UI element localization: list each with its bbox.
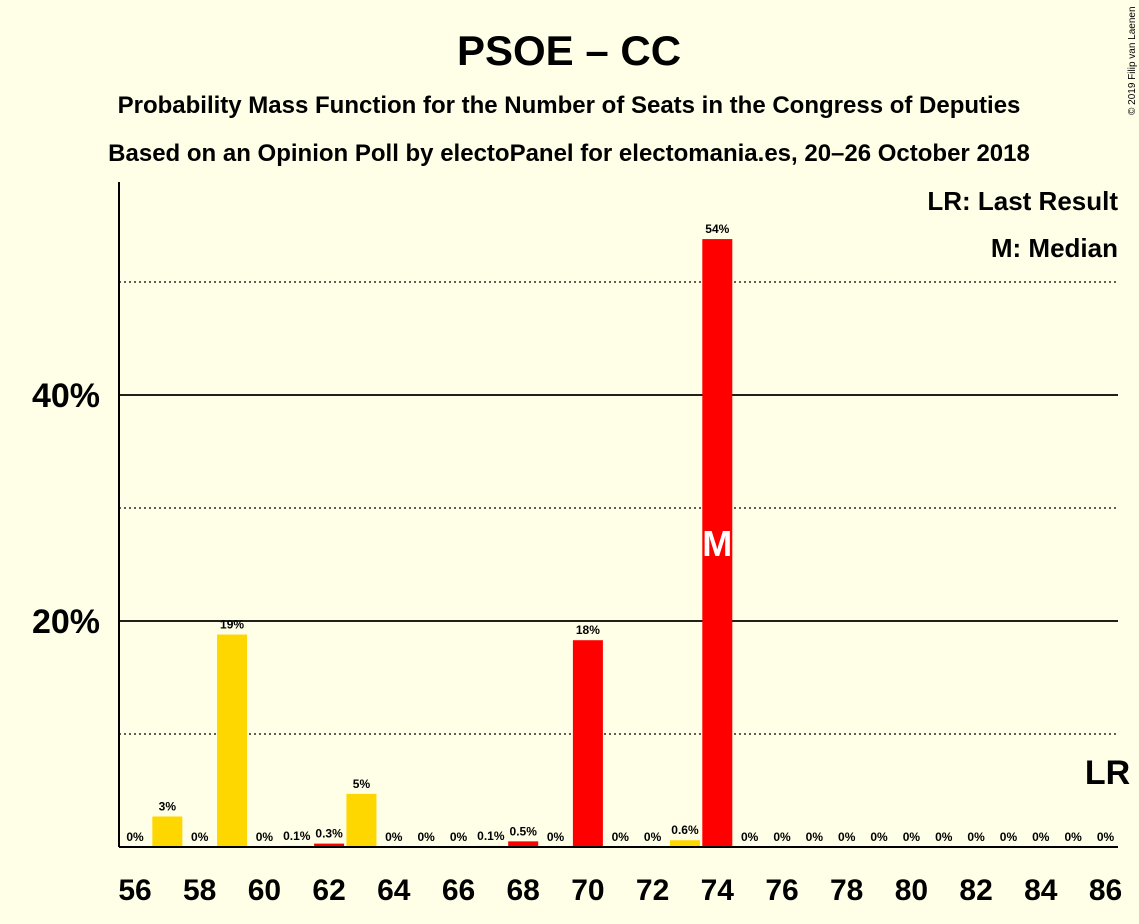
data-label-seat-73: 0.6% bbox=[671, 823, 699, 837]
x-tick-label: 62 bbox=[312, 874, 345, 907]
x-tick-label: 80 bbox=[895, 874, 928, 907]
data-label-seat-57: 3% bbox=[159, 799, 177, 813]
bar-seat-70 bbox=[572, 640, 603, 847]
x-tick-label: 68 bbox=[507, 874, 540, 907]
data-label-seat-66: 0% bbox=[450, 830, 468, 844]
data-labels: 0% 3% 0% 19% 0% 0.1% 0.3% 5% 0% 0% 0% 0.1% 0.5% 0% 18%… bbox=[126, 222, 1114, 844]
data-label-seat-71: 0% bbox=[612, 830, 630, 844]
chart-subtitle-1: Probability Mass Function for the Number… bbox=[118, 92, 1021, 119]
legend-last-result: LR: Last Result bbox=[927, 186, 1118, 216]
x-tick-label: 66 bbox=[442, 874, 475, 907]
data-label-seat-81: 0% bbox=[935, 830, 953, 844]
x-tick-label: 86 bbox=[1089, 874, 1122, 907]
data-label-seat-65: 0% bbox=[417, 830, 435, 844]
x-tick-label: 76 bbox=[765, 874, 798, 907]
x-tick-label: 78 bbox=[830, 874, 863, 907]
data-label-seat-72: 0% bbox=[644, 830, 662, 844]
x-tick-label: 64 bbox=[377, 874, 411, 907]
chart-title: PSOE – CC bbox=[457, 27, 681, 74]
data-label-seat-63: 5% bbox=[353, 777, 371, 791]
data-label-seat-84: 0% bbox=[1032, 830, 1050, 844]
x-tick-label: 56 bbox=[118, 874, 151, 907]
data-label-seat-80: 0% bbox=[903, 830, 921, 844]
x-axis: 56 58 60 62 64 66 68 70 72 74 76 78 80 82 84 86 bbox=[118, 846, 1122, 907]
data-label-seat-56: 0% bbox=[126, 830, 144, 844]
y-axis: 20% 40% bbox=[32, 182, 120, 847]
data-label-seat-75: 0% bbox=[741, 830, 759, 844]
bar-seat-68 bbox=[508, 841, 539, 847]
data-label-seat-76: 0% bbox=[773, 830, 791, 844]
bar-seat-63 bbox=[346, 793, 377, 847]
bars bbox=[152, 239, 733, 847]
x-tick-label: 60 bbox=[248, 874, 281, 907]
data-label-seat-61: 0.1% bbox=[283, 829, 311, 843]
data-label-seat-69: 0% bbox=[547, 830, 565, 844]
data-label-seat-70: 18% bbox=[576, 623, 600, 637]
x-tick-label: 58 bbox=[183, 874, 216, 907]
bar-seat-62 bbox=[314, 843, 345, 847]
bar-seat-73 bbox=[669, 840, 700, 847]
x-tick-label: 72 bbox=[636, 874, 669, 907]
chart-subtitle-2: Based on an Opinion Poll by electoPanel … bbox=[108, 140, 1030, 167]
bar-seat-59 bbox=[217, 634, 248, 847]
data-label-seat-64: 0% bbox=[385, 830, 403, 844]
last-result-marker: LR bbox=[1085, 754, 1130, 792]
data-label-seat-58: 0% bbox=[191, 830, 209, 844]
data-label-seat-78: 0% bbox=[838, 830, 856, 844]
x-tick-label: 84 bbox=[1024, 874, 1058, 907]
copyright-text: © 2019 Filip van Laenen bbox=[1127, 6, 1138, 115]
bar-seat-74 bbox=[702, 239, 733, 847]
data-label-seat-83: 0% bbox=[1000, 830, 1018, 844]
data-label-seat-62: 0.3% bbox=[315, 827, 343, 841]
data-label-seat-60: 0% bbox=[256, 830, 274, 844]
data-label-seat-82: 0% bbox=[967, 830, 985, 844]
x-tick-label: 82 bbox=[959, 874, 992, 907]
legend-median: M: Median bbox=[991, 233, 1118, 263]
data-label-seat-79: 0% bbox=[870, 830, 888, 844]
data-label-seat-85: 0% bbox=[1064, 830, 1082, 844]
x-tick-label: 70 bbox=[571, 874, 604, 907]
data-label-seat-68: 0.5% bbox=[510, 824, 538, 838]
bar-seat-57 bbox=[152, 816, 183, 847]
markers: M LR bbox=[702, 523, 1130, 792]
gridlines bbox=[119, 281, 1118, 735]
x-tick-label: 74 bbox=[701, 874, 735, 907]
data-label-seat-59: 19% bbox=[220, 618, 244, 632]
data-label-seat-67: 0.1% bbox=[477, 829, 505, 843]
data-label-seat-74: 54% bbox=[705, 222, 729, 236]
median-marker: M bbox=[702, 523, 732, 564]
y-tick-label: 40% bbox=[32, 377, 100, 415]
data-label-seat-86: 0% bbox=[1097, 830, 1115, 844]
data-label-seat-77: 0% bbox=[806, 830, 824, 844]
y-tick-label: 20% bbox=[32, 603, 100, 641]
